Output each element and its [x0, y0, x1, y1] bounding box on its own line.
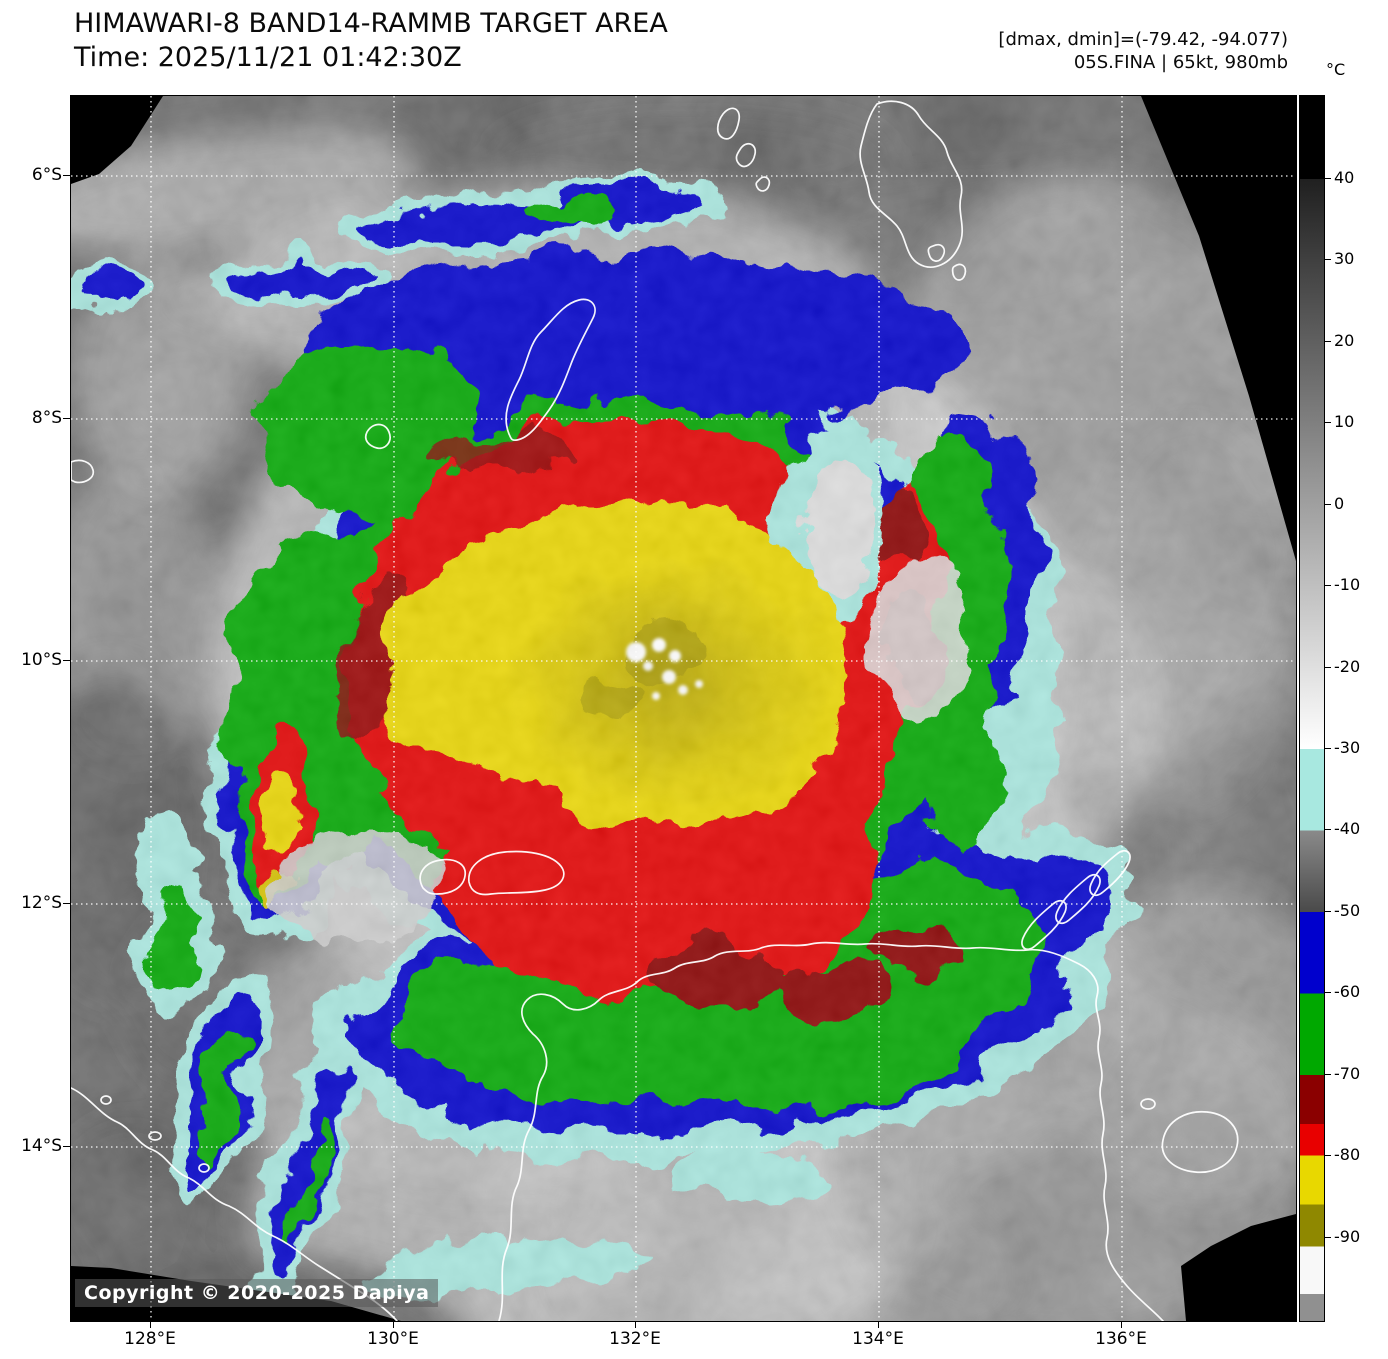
lat-label: 8°S — [31, 408, 62, 428]
colorbar-tick — [1325, 341, 1331, 342]
lat-label: 6°S — [31, 165, 62, 185]
colorbar-tick — [1325, 667, 1331, 668]
lat-label: 12°S — [21, 893, 62, 913]
colorbar-tick — [1325, 1155, 1331, 1156]
colorbar-tick — [1325, 422, 1331, 423]
colorbar-tick-label: -60 — [1334, 982, 1361, 1001]
colorbar-tick-label: -50 — [1334, 901, 1361, 920]
lon-label: 132°E — [609, 1329, 661, 1349]
colorbar-tick — [1325, 585, 1331, 586]
axis-tick — [1121, 1321, 1122, 1328]
colorbar-tick-label: 10 — [1334, 412, 1355, 431]
colorbar-tick-label: -90 — [1334, 1227, 1361, 1246]
dmax-dmin-readout: [dmax, dmin]=(-79.42, -94.077) — [998, 29, 1288, 50]
page-title: HIMAWARI-8 BAND14-RAMMB TARGET AREA — [74, 8, 668, 39]
colorbar-unit-label: °C — [1326, 60, 1346, 79]
colorbar-tick-label: -20 — [1334, 657, 1361, 676]
lon-label: 130°E — [367, 1329, 419, 1349]
temperature-colorbar — [1299, 95, 1325, 1322]
axis-tick — [393, 1321, 394, 1328]
axis-tick — [150, 1321, 151, 1328]
axis-tick — [63, 175, 70, 176]
lon-label: 134°E — [852, 1329, 904, 1349]
storm-info: 05S.FINA | 65kt, 980mb — [1073, 52, 1288, 73]
colorbar-tick-label: 30 — [1334, 249, 1355, 268]
colorbar-tick-label: 20 — [1334, 331, 1355, 350]
timestamp: Time: 2025/11/21 01:42:30Z — [74, 42, 462, 73]
colorbar-tick-label: -10 — [1334, 575, 1361, 594]
axis-tick — [63, 660, 70, 661]
colorbar-tick-label: -30 — [1334, 738, 1361, 757]
lon-label: 136°E — [1095, 1329, 1147, 1349]
axis-tick — [63, 1146, 70, 1147]
lat-label: 10°S — [21, 650, 62, 670]
colorbar-tick-label: 0 — [1334, 494, 1345, 513]
colorbar-tick-label: 40 — [1334, 168, 1355, 187]
colorbar-tick — [1325, 178, 1331, 179]
colorbar-tick — [1325, 748, 1331, 749]
colorbar-tick — [1325, 504, 1331, 505]
colorbar-tick — [1325, 911, 1331, 912]
axis-tick — [63, 418, 70, 419]
colorbar-tick — [1325, 829, 1331, 830]
colorbar-tick-label: -70 — [1334, 1064, 1361, 1083]
colorbar-tick-label: -80 — [1334, 1145, 1361, 1164]
satellite-scene — [21, 96, 1341, 1359]
fine-noise-texture — [71, 96, 1296, 1321]
lon-label: 128°E — [124, 1329, 176, 1349]
colorbar-tick — [1325, 1237, 1331, 1238]
colorbar-tick — [1325, 992, 1331, 993]
stats-block: [dmax, dmin]=(-79.42, -94.077) 05S.FINA … — [998, 28, 1288, 74]
copyright-watermark: Copyright © 2020-2025 Dapiya — [75, 1279, 439, 1307]
axis-tick — [878, 1321, 879, 1328]
axis-tick — [63, 903, 70, 904]
axis-tick — [635, 1321, 636, 1328]
lat-lon-grid — [71, 96, 1296, 1321]
lat-label: 14°S — [21, 1136, 62, 1156]
colorbar-tick-label: -40 — [1334, 819, 1361, 838]
colorbar-tick — [1325, 1074, 1331, 1075]
satellite-image — [21, 95, 1341, 1359]
colorbar-tick — [1325, 259, 1331, 260]
